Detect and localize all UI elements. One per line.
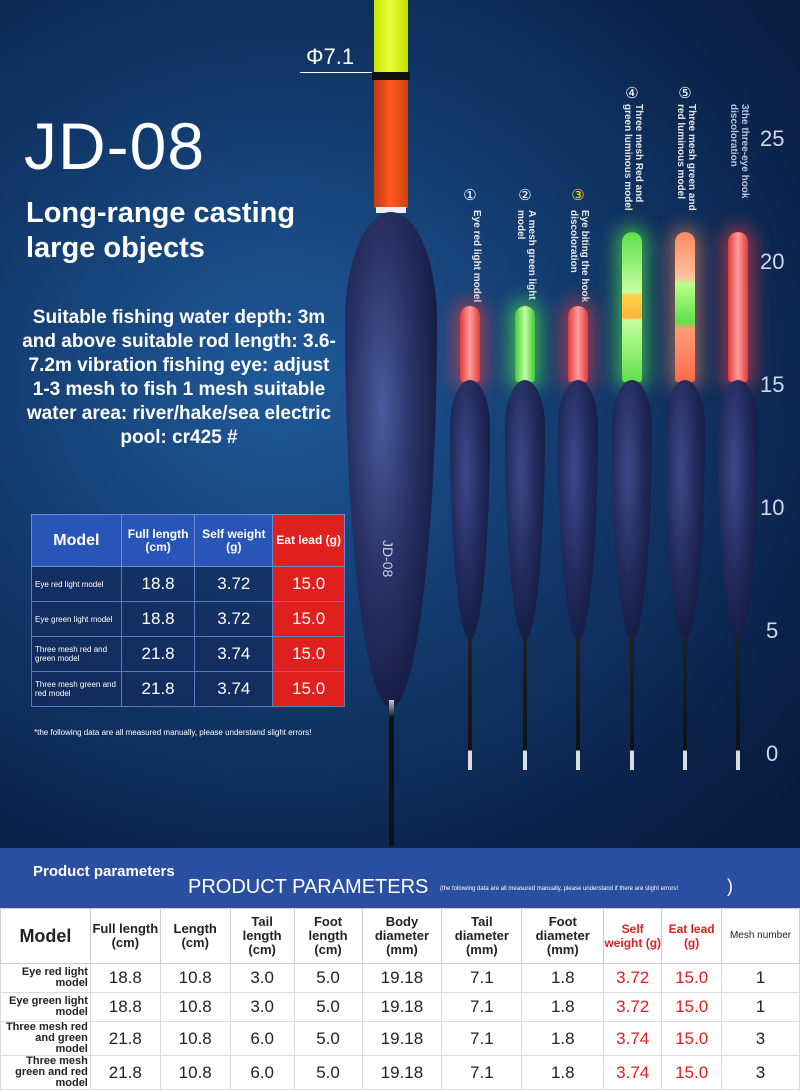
params-note: (the following data are all measured man… (440, 886, 679, 892)
table-row: Three mesh red and green model 21.8 3.74… (31, 636, 345, 672)
col-header: Model (0, 908, 91, 964)
green-light-bead (515, 306, 535, 382)
float-number: ② (518, 187, 532, 204)
float-label: Three mesh Red and green luminous model (622, 104, 644, 211)
three-mesh-bead (675, 232, 695, 382)
diameter-label: Φ7.1 (306, 44, 355, 69)
float-collar (376, 207, 406, 213)
col-header: Self weight (g) (194, 514, 274, 567)
float-stem (630, 636, 634, 770)
float-stem (576, 636, 580, 770)
float-body (450, 380, 490, 640)
ruler-label-15: 15 (760, 372, 785, 397)
ruler-label-20: 20 (760, 249, 785, 274)
float-label: Three mesh green and red luminous model (675, 104, 697, 211)
product-title: JD-08 (24, 109, 206, 183)
float-tip-band (372, 72, 410, 80)
ruler-label-0: 0 (766, 741, 779, 766)
float-stem (468, 636, 472, 770)
col-header: Eat lead (g) (272, 514, 345, 567)
main-float-foot (389, 700, 394, 846)
col-header: Model (31, 514, 122, 567)
ruler-label-10: 10 (760, 495, 785, 520)
table-row: Three mesh red and green model 21.8 10.8… (0, 1021, 800, 1056)
diameter-line (300, 72, 410, 73)
ruler-label-25: 25 (760, 126, 785, 151)
col-header: Full length (cm) (120, 514, 196, 567)
three-mesh-bead (622, 232, 642, 382)
float-label: 3the three-eye hook discoloration (728, 104, 750, 199)
col-header: Foot length (cm) (293, 908, 363, 964)
float-stem (523, 636, 527, 770)
col-header: Eat lead (g) (661, 908, 723, 964)
col-header: Foot diameter (mm) (521, 908, 605, 964)
product-subtitle: Long-range casting large objects (26, 197, 296, 264)
float-number: ④ (625, 85, 639, 102)
table-row: Eye red light model 18.8 10.8 3.0 5.0 19… (0, 963, 800, 993)
parameters-table: Model Full length (cm) Length (cm) Tail … (0, 908, 800, 1090)
col-header: Mesh number (721, 908, 800, 964)
table-row: Eye green light model 18.8 10.8 3.0 5.0 … (0, 992, 800, 1022)
float-orange-section (374, 80, 408, 208)
float-stem (683, 636, 687, 770)
col-header: Tail diameter (mm) (441, 908, 523, 964)
params-band (0, 848, 800, 908)
float-label: Eye red light model (471, 210, 482, 303)
red-light-bead (568, 306, 588, 382)
red-light-bead (460, 306, 480, 382)
table-row: Three mesh green and red model 21.8 10.8… (0, 1055, 800, 1090)
table-row: Eye green light model 18.8 3.72 15.0 (31, 601, 345, 637)
float-body (665, 380, 705, 640)
float-label: Eye biting the hook discoloration (568, 210, 590, 303)
float-body (718, 380, 758, 640)
float-tip (374, 0, 408, 76)
main-float-label: JD-08 (380, 540, 396, 578)
col-header: Body diameter (mm) (361, 908, 443, 964)
measurement-note: *the following data are all measured man… (34, 728, 312, 737)
params-paren: ) (727, 876, 733, 896)
col-header: Self weight (g) (603, 908, 663, 964)
table-row: Three mesh green and red model 21.8 3.74… (31, 671, 345, 707)
float-number: ③ (571, 187, 585, 204)
table-row: Eye red light model 18.8 3.72 15.0 (31, 566, 345, 602)
float-label: A mesh green light model (515, 210, 537, 300)
float-body (558, 380, 598, 640)
hero-banner: JD-08 Long-range casting large objects S… (0, 0, 800, 848)
main-float-body (345, 212, 437, 708)
float-number: ⑤ (678, 85, 692, 102)
col-header: Full length (cm) (89, 908, 161, 964)
three-mesh-bead (728, 232, 748, 382)
params-heading: PRODUCT PARAMETERS (188, 876, 429, 898)
float-number: ① (463, 187, 477, 204)
spec-table: Model Full length (cm) Self weight (g) E… (31, 514, 345, 707)
params-title: Product parameters (33, 863, 175, 880)
col-header: Tail length (cm) (229, 908, 295, 964)
col-header: Length (cm) (159, 908, 231, 964)
ruler-label-5: 5 (766, 618, 779, 643)
float-body (612, 380, 652, 640)
float-body (505, 380, 545, 640)
float-stem (736, 636, 740, 770)
product-description: Suitable fishing water depth: 3m and abo… (22, 307, 336, 448)
